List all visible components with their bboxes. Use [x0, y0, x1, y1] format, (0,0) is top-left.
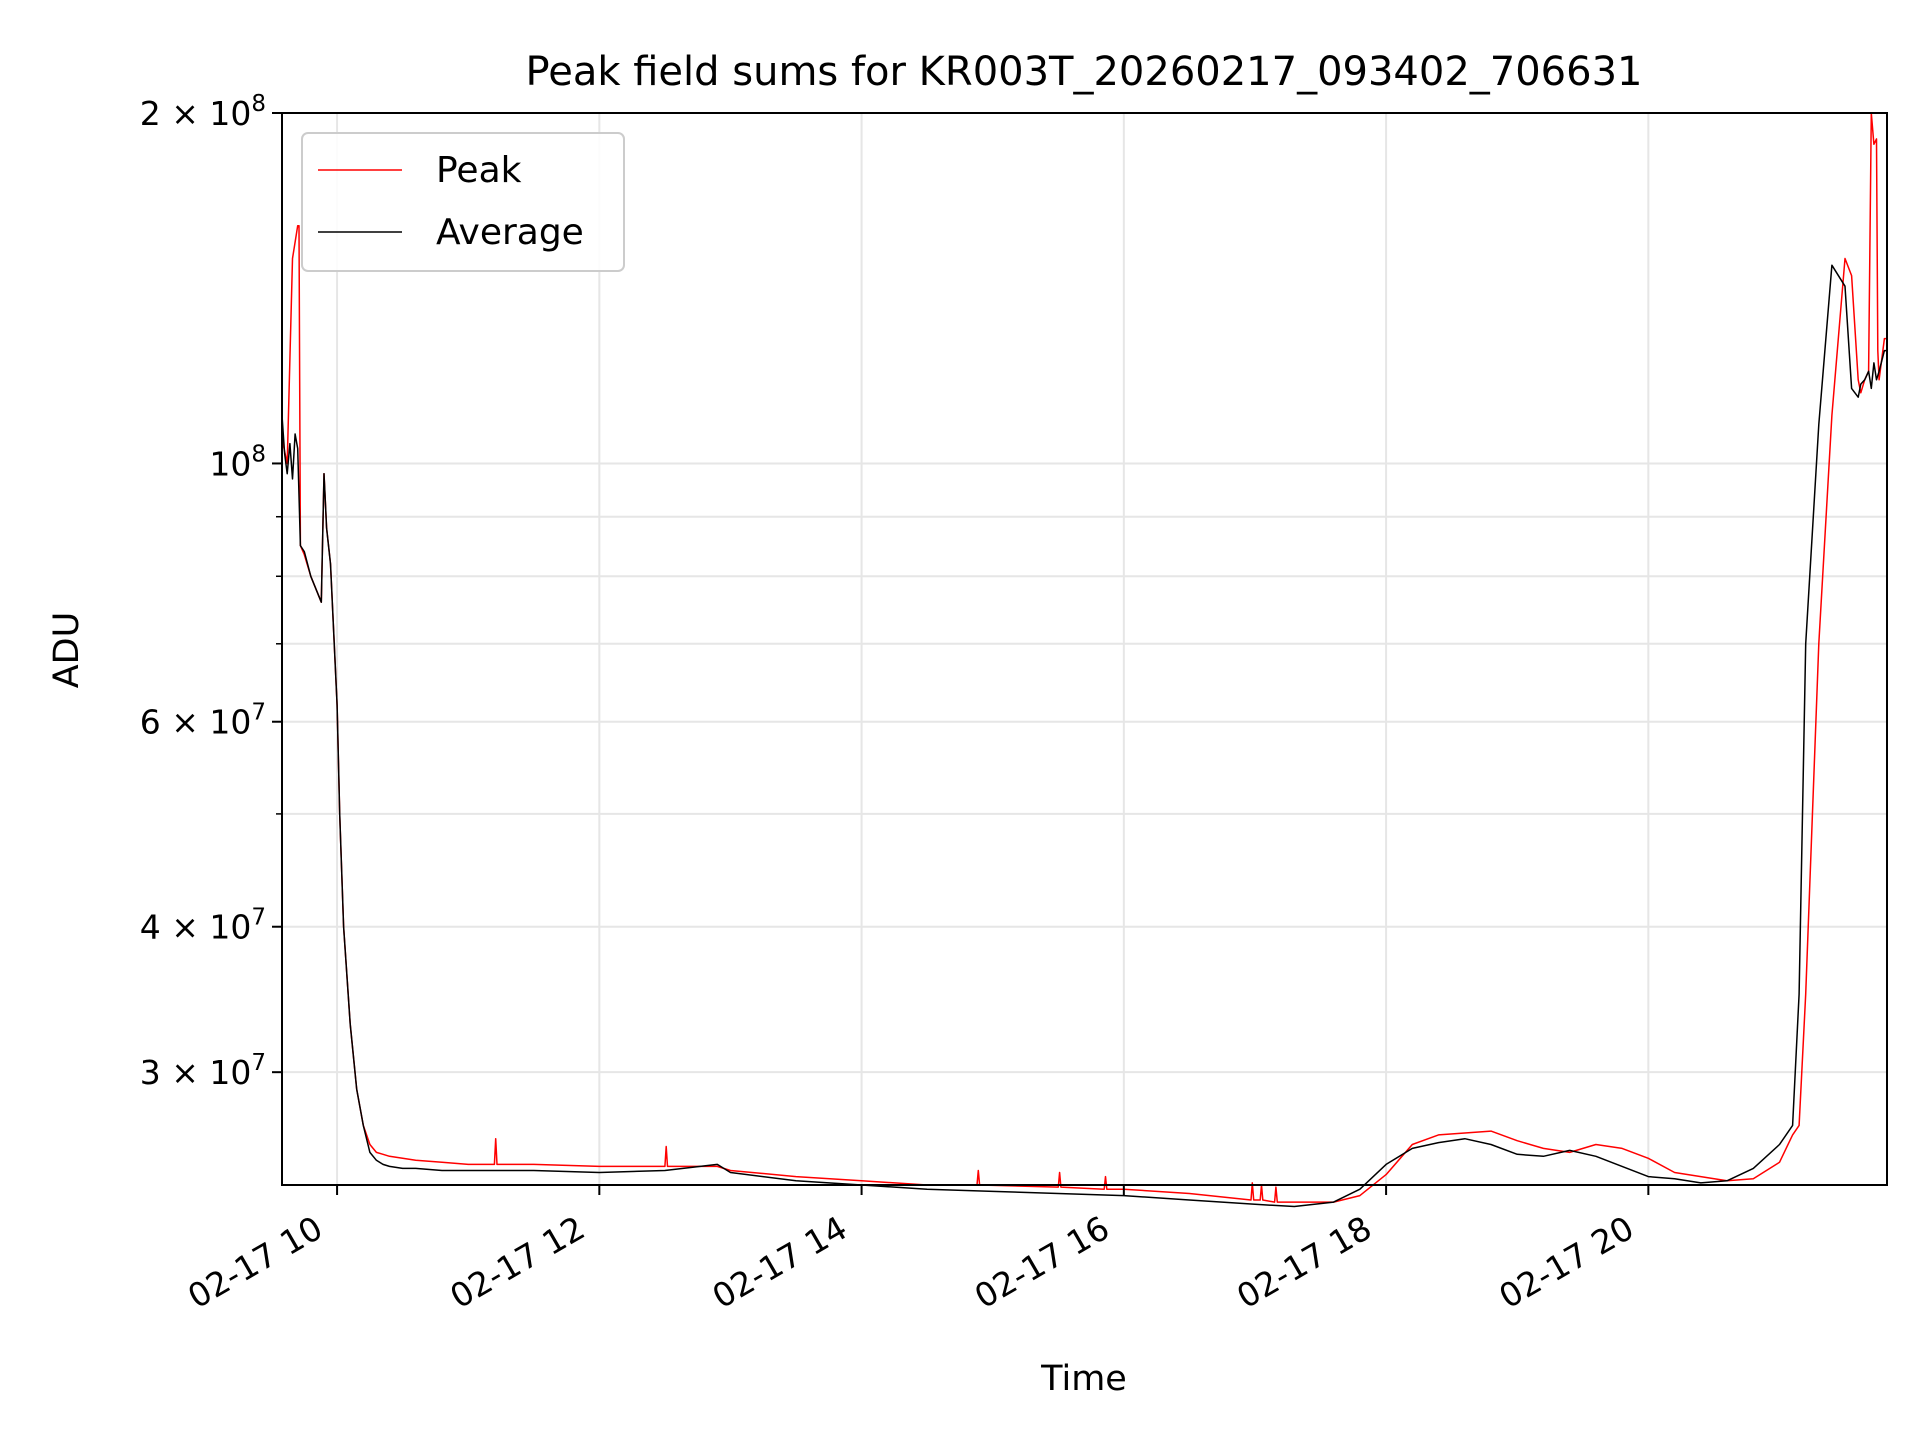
y-tick-label: 108 [209, 441, 266, 483]
legend: Peak Average [301, 132, 625, 272]
y-tick-label: 6 × 107 [140, 700, 266, 742]
y-tick-label: 4 × 107 [140, 905, 266, 947]
legend-label-peak: Peak [436, 150, 522, 191]
legend-box [301, 132, 625, 272]
y-tick-label: 3 × 107 [140, 1050, 266, 1092]
y-axis-label: ADU [47, 612, 87, 689]
y-tick-label: 2 × 108 [140, 91, 266, 133]
plot-frame [281, 112, 1888, 1186]
chart-title: Peak field sums for KR003T_20260217_0934… [526, 49, 1643, 95]
series-line-average [281, 264, 1887, 1208]
series-layer [281, 112, 1887, 1208]
legend-label-average: Average [436, 212, 584, 253]
x-axis-label: Time [1040, 1359, 1127, 1399]
